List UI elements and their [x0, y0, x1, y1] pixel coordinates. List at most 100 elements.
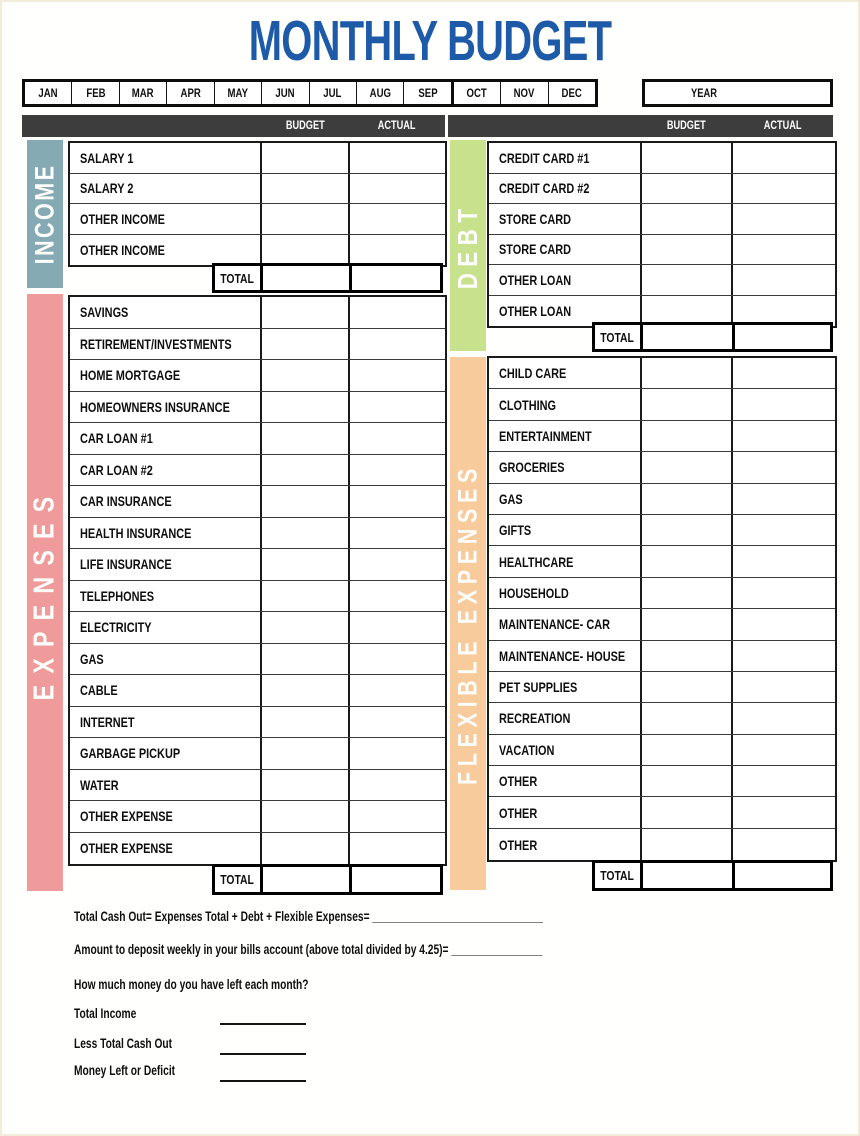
budget-cell[interactable]: [260, 706, 348, 737]
actual-cell[interactable]: [731, 671, 835, 703]
budget-cell[interactable]: [640, 703, 731, 734]
actual-cell[interactable]: [731, 234, 835, 264]
budget-cell[interactable]: [640, 358, 731, 389]
budget-cell[interactable]: [260, 143, 348, 173]
budget-cell[interactable]: [640, 797, 731, 828]
debt-total-actual-cell[interactable]: [735, 325, 824, 349]
actual-cell[interactable]: [348, 769, 445, 800]
actual-cell[interactable]: [731, 734, 835, 766]
month-cell[interactable]: APR: [167, 82, 215, 104]
budget-cell[interactable]: [640, 671, 731, 703]
month-cell[interactable]: MAY: [215, 82, 263, 104]
budget-cell[interactable]: [640, 173, 731, 203]
budget-cell[interactable]: [640, 143, 731, 173]
actual-cell[interactable]: [731, 389, 835, 420]
month-cell[interactable]: AUG: [357, 82, 405, 104]
actual-cell[interactable]: [731, 265, 835, 295]
actual-cell[interactable]: [348, 391, 445, 422]
budget-cell[interactable]: [260, 643, 348, 674]
budget-cell[interactable]: [260, 832, 348, 864]
month-cell[interactable]: MAR: [120, 82, 168, 104]
actual-cell[interactable]: [348, 234, 445, 265]
budget-cell[interactable]: [640, 389, 731, 420]
month-cell[interactable]: JAN: [25, 82, 73, 104]
actual-cell[interactable]: [731, 640, 835, 671]
budget-cell[interactable]: [260, 580, 348, 611]
actual-cell[interactable]: [731, 452, 835, 483]
actual-cell[interactable]: [731, 514, 835, 546]
actual-cell[interactable]: [348, 328, 445, 359]
budget-cell[interactable]: [260, 801, 348, 832]
actual-cell[interactable]: [731, 703, 835, 734]
actual-cell[interactable]: [731, 546, 835, 577]
actual-cell[interactable]: [348, 643, 445, 674]
flexible-total-budget-cell[interactable]: [643, 863, 735, 888]
actual-cell[interactable]: [348, 454, 445, 485]
budget-cell[interactable]: [260, 738, 348, 769]
budget-cell[interactable]: [260, 234, 348, 265]
budget-cell[interactable]: [640, 452, 731, 483]
budget-cell[interactable]: [640, 734, 731, 766]
budget-cell[interactable]: [260, 769, 348, 800]
budget-cell[interactable]: [640, 420, 731, 452]
actual-cell[interactable]: [731, 420, 835, 452]
less-total-cash-out-fill-line[interactable]: [220, 1053, 306, 1055]
money-left-fill-line[interactable]: [220, 1080, 306, 1082]
actual-cell[interactable]: [348, 486, 445, 517]
budget-cell[interactable]: [260, 328, 348, 359]
actual-cell[interactable]: [731, 797, 835, 828]
budget-cell[interactable]: [640, 577, 731, 609]
budget-cell[interactable]: [640, 265, 731, 295]
budget-cell[interactable]: [640, 483, 731, 514]
actual-cell[interactable]: [348, 360, 445, 391]
budget-cell[interactable]: [640, 514, 731, 546]
budget-cell[interactable]: [640, 295, 731, 326]
actual-cell[interactable]: [348, 801, 445, 832]
actual-cell[interactable]: [731, 766, 835, 797]
actual-cell[interactable]: [348, 738, 445, 769]
actual-cell[interactable]: [348, 549, 445, 580]
actual-cell[interactable]: [348, 297, 445, 328]
income-total-actual-cell[interactable]: [352, 266, 440, 290]
month-cell[interactable]: JUL: [310, 82, 357, 104]
budget-cell[interactable]: [640, 546, 731, 577]
budget-cell[interactable]: [260, 297, 348, 328]
budget-cell[interactable]: [260, 423, 348, 454]
month-cell[interactable]: SEP: [404, 82, 454, 104]
budget-cell[interactable]: [260, 391, 348, 422]
budget-cell[interactable]: [640, 828, 731, 861]
month-cell[interactable]: JUN: [262, 82, 310, 104]
budget-cell[interactable]: [260, 204, 348, 234]
budget-cell[interactable]: [260, 486, 348, 517]
month-cell[interactable]: NOV: [501, 82, 549, 104]
expenses-total-actual-cell[interactable]: [352, 867, 440, 892]
budget-cell[interactable]: [260, 360, 348, 391]
budget-cell[interactable]: [640, 234, 731, 264]
budget-cell[interactable]: [260, 454, 348, 485]
year-box[interactable]: YEAR: [642, 79, 833, 107]
actual-cell[interactable]: [731, 143, 835, 173]
month-cell[interactable]: FEB: [72, 82, 120, 104]
budget-cell[interactable]: [260, 549, 348, 580]
actual-cell[interactable]: [731, 358, 835, 389]
actual-cell[interactable]: [731, 483, 835, 514]
actual-cell[interactable]: [348, 612, 445, 643]
budget-cell[interactable]: [640, 204, 731, 234]
actual-cell[interactable]: [348, 143, 445, 173]
month-cell[interactable]: DEC: [549, 82, 595, 104]
budget-cell[interactable]: [640, 609, 731, 640]
actual-cell[interactable]: [348, 204, 445, 234]
actual-cell[interactable]: [731, 173, 835, 203]
actual-cell[interactable]: [348, 832, 445, 864]
budget-cell[interactable]: [260, 517, 348, 548]
income-total-budget-cell[interactable]: [263, 266, 352, 290]
flexible-total-actual-cell[interactable]: [735, 863, 824, 888]
actual-cell[interactable]: [348, 173, 445, 203]
total-income-fill-line[interactable]: [220, 1023, 306, 1025]
actual-cell[interactable]: [731, 295, 835, 326]
actual-cell[interactable]: [731, 577, 835, 609]
actual-cell[interactable]: [731, 204, 835, 234]
actual-cell[interactable]: [731, 828, 835, 861]
expenses-total-budget-cell[interactable]: [263, 867, 352, 892]
actual-cell[interactable]: [731, 609, 835, 640]
